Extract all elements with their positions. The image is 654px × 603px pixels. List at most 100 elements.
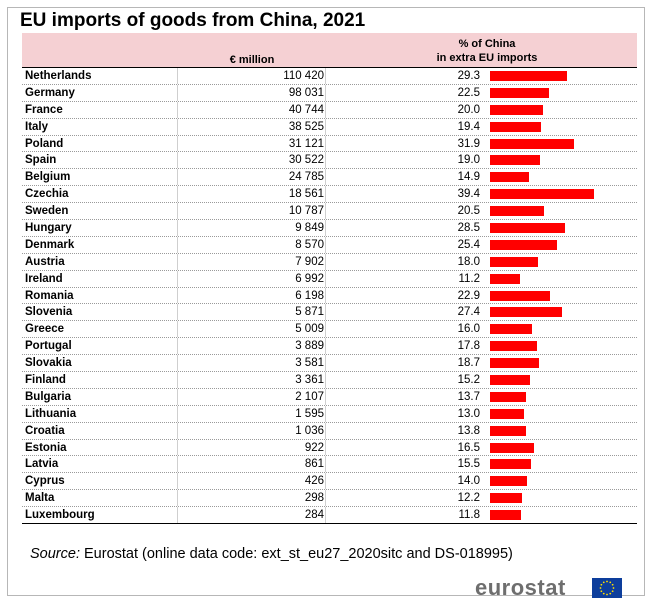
table-row: Spain 30 522 19.0 [22,152,637,170]
share-pct-value: 16.5 [457,441,480,454]
source-note: Source: Eurostat (online data code: ext_… [30,546,513,562]
table-row: Netherlands 110 420 29.3 [22,68,637,85]
share-bar [490,189,594,200]
imports-million-value: 3 361 [177,372,326,388]
share-bar [490,138,575,149]
country-name: Lithuania [25,407,77,420]
country-name: Slovakia [25,357,72,370]
share-pct-value: 25.4 [457,238,480,251]
share-pct-value: 18.0 [457,255,480,268]
eu-star [600,583,603,586]
figure-frame [7,7,645,596]
share-bar [490,375,531,386]
imports-million-value: 426 [177,473,326,490]
share-pct-value: 20.5 [457,205,480,218]
country-name: Denmark [25,238,75,251]
country-name: Latvia [25,458,59,471]
share-bar [490,223,566,234]
eu-star [600,590,603,593]
share-pct-value: 20.0 [457,103,480,116]
share-pct-value: 12.2 [457,492,480,505]
header-million: € million [229,54,275,66]
imports-million-value: 110 420 [177,68,326,84]
country-name: Slovenia [25,306,73,319]
eu-star [609,581,612,584]
share-pct-value: 18.7 [457,357,480,370]
share-bar [490,121,542,132]
share-pct-value: 11.2 [458,272,480,285]
share-bar [490,71,568,81]
table-row: Czechia 18 561 39.4 [22,186,637,204]
table-row: Malta 298 12.2 [22,490,637,508]
imports-million-value: 18 561 [177,186,326,203]
country-name: Germany [25,86,75,99]
header-pct-line1: % of China [458,38,516,50]
data-table: € million % of China in extra EU imports… [22,33,637,525]
eu-flag-icon [592,578,622,598]
share-bar [490,408,525,419]
share-bar [490,239,557,250]
header-pct-line2: in extra EU imports [436,52,538,64]
imports-million-value: 5 009 [177,321,326,338]
country-name: Finland [25,374,66,387]
table-row: Bulgaria 2 107 13.7 [22,388,637,406]
source-text: Eurostat (online data code: ext_st_eu27_… [84,546,513,562]
share-bar [490,459,531,470]
table-row: Slovakia 3 581 18.7 [22,355,637,373]
eu-star [606,580,608,583]
imports-million-value: 24 785 [177,169,326,186]
imports-million-value: 1 036 [177,422,326,439]
table-row: Austria 7 902 18.0 [22,253,637,271]
table-row: Portugal 3 889 17.8 [22,338,637,356]
share-pct-value: 28.5 [457,222,480,235]
country-name: Malta [25,492,55,505]
header-pct: % of China in extra EU imports [412,37,562,65]
table-row: France 40 744 20.0 [22,101,637,119]
share-pct-value: 27.4 [457,306,480,319]
share-bar [490,273,520,284]
country-name: Belgium [25,171,71,184]
imports-million-value: 922 [177,439,326,456]
share-bar [490,391,527,402]
imports-million-value: 31 121 [177,135,326,152]
share-bar [490,425,527,436]
imports-million-value: 5 871 [177,304,326,321]
share-bar [490,256,538,267]
share-bar [490,87,550,98]
share-pct-value: 19.4 [457,120,480,133]
country-name: Czechia [25,188,69,201]
share-bar [490,172,530,183]
share-bar [490,341,537,352]
country-name: Croatia [25,424,65,437]
eu-star [602,581,605,584]
eu-star [612,587,615,589]
table-row: Belgium 24 785 14.9 [22,169,637,187]
table-row: Lithuania 1 595 13.0 [22,405,637,423]
table-row: Greece 5 009 16.0 [22,321,637,339]
country-name: Bulgaria [25,390,72,403]
share-bar [490,307,563,318]
imports-million-value: 7 902 [177,253,326,270]
table-header: € million % of China in extra EU imports [22,33,637,68]
share-pct-value: 13.7 [457,390,480,403]
share-pct-value: 39.4 [457,188,480,201]
share-pct-value: 16.0 [457,323,480,336]
table-row: Slovenia 5 871 27.4 [22,304,637,322]
imports-million-value: 9 849 [177,220,326,236]
imports-million-value: 10 787 [177,203,326,220]
table-row: Croatia 1 036 13.8 [22,422,637,440]
imports-million-value: 861 [177,456,326,473]
share-pct-value: 22.5 [457,86,480,99]
table-row: Poland 31 121 31.9 [22,135,637,153]
table-row: Italy 38 525 19.4 [22,118,637,136]
share-pct-value: 11.8 [458,509,480,522]
imports-million-value: 6 992 [177,270,326,287]
eu-star [599,587,602,589]
eu-stars [599,580,615,596]
share-pct-value: 13.8 [457,424,480,437]
share-pct-value: 31.9 [457,137,480,150]
share-bar [490,493,523,504]
table-row: Denmark 8 570 25.4 [22,236,637,254]
share-bar [490,290,551,301]
country-name: Luxembourg [25,509,95,522]
